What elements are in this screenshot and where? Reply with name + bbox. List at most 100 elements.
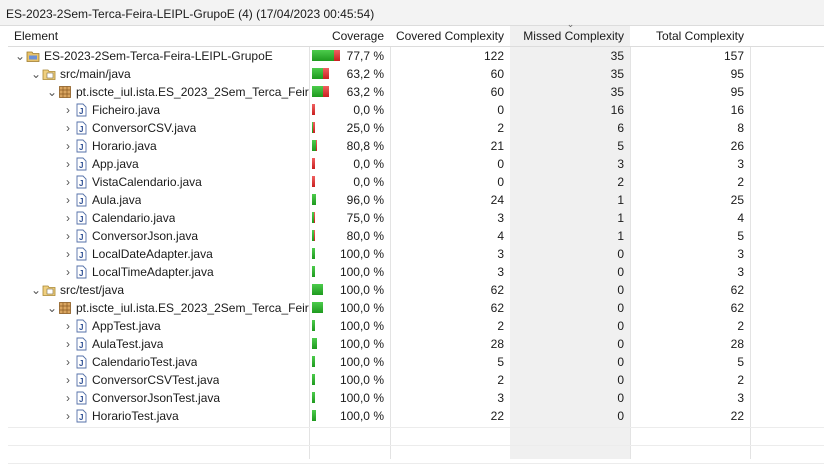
table-row[interactable]: › J HorarioTest.java 100,0 % 22 0 22 [8, 407, 824, 425]
table-row[interactable]: › J Ficheiro.java 0,0 % 0 16 16 [8, 101, 824, 119]
coverage-cell: 0,0 % [309, 101, 390, 119]
coverage-cell: 0,0 % [309, 173, 390, 191]
coverage-bar [312, 356, 340, 367]
chevron-right-icon[interactable]: › [66, 391, 70, 405]
element-cell: ⌄ ES-2023-2Sem-Terca-Feira-LEIPL-GrupoE [8, 47, 309, 65]
chevron-down-icon[interactable]: ⌄ [46, 301, 58, 315]
java-file-icon: J [74, 211, 88, 225]
table-row[interactable]: ⌄ ES-2023-2Sem-Terca-Feira-LEIPL-GrupoE 77… [8, 47, 824, 65]
element-name: ES-2023-2Sem-Terca-Feira-LEIPL-GrupoE [44, 49, 273, 63]
coverage-bar [312, 302, 340, 313]
table-row[interactable]: › J ConversorCSV.java 25,0 % 2 6 8 [8, 119, 824, 137]
table-row[interactable]: ⌄ pt.iscte_iul.ista.ES_2023_2Sem_Terca_Fe… [8, 299, 824, 317]
table-row[interactable]: › J ConversorJson.java 80,0 % 4 1 5 [8, 227, 824, 245]
chevron-right-icon[interactable]: › [66, 139, 70, 153]
chevron-down-icon[interactable]: ⌄ [30, 283, 42, 297]
coverage-bar-covered [312, 230, 314, 241]
element-name: pt.iscte_iul.ista.ES_2023_2Sem_Terca_Fei… [76, 85, 309, 99]
coverage-value: 63,2 % [346, 67, 384, 81]
total-complexity-cell: 25 [730, 193, 744, 207]
table-row[interactable]: ⌄ src/test/java 100,0 % 62 0 62 [8, 281, 824, 299]
header-element[interactable]: Element [14, 29, 59, 43]
header-missed-complexity[interactable]: ⌄ Missed Complexity [510, 20, 630, 46]
table-row[interactable]: › J LocalDateAdapter.java 100,0 % 3 0 3 [8, 245, 824, 263]
coverage-value: 0,0 % [353, 103, 384, 117]
coverage-bar-missed [316, 140, 317, 151]
table-row[interactable]: › J ConversorJsonTest.java 100,0 % 3 0 3 [8, 389, 824, 407]
element-cell: › J ConversorCSVTest.java [8, 371, 309, 389]
element-cell: › J Calendario.java [8, 209, 309, 227]
header-coverage[interactable]: Coverage [331, 29, 384, 43]
coverage-value: 100,0 % [339, 409, 384, 423]
header-total-complexity[interactable]: Total Complexity [655, 29, 744, 43]
table-row[interactable]: › J Calendario.java 75,0 % 3 1 4 [8, 209, 824, 227]
chevron-right-icon[interactable]: › [66, 175, 70, 189]
chevron-right-icon[interactable]: › [66, 211, 70, 225]
chevron-down-icon[interactable]: ⌄ [46, 85, 58, 99]
chevron-right-icon[interactable]: › [66, 121, 70, 135]
table-row[interactable]: › J AppTest.java 100,0 % 2 0 2 [8, 317, 824, 335]
chevron-down-icon[interactable]: ⌄ [14, 49, 26, 63]
element-name: VistaCalendario.java [92, 175, 202, 189]
total-complexity-cell: 3 [737, 157, 744, 171]
package-icon [58, 301, 72, 315]
table-row[interactable]: › J Horario.java 80,8 % 21 5 26 [8, 137, 824, 155]
table-row[interactable]: › J Aula.java 96,0 % 24 1 25 [8, 191, 824, 209]
table-row[interactable]: › J VistaCalendario.java 0,0 % 0 2 2 [8, 173, 824, 191]
coverage-bar [312, 50, 340, 61]
missed-complexity-cell: 2 [617, 175, 624, 189]
coverage-bar [312, 212, 340, 223]
missed-complexity-cell: 6 [617, 121, 624, 135]
total-complexity-cell: 95 [730, 85, 744, 99]
coverage-value: 75,0 % [346, 211, 384, 225]
element-cell: › J LocalTimeAdapter.java [8, 263, 309, 281]
java-file-icon: J [74, 103, 88, 117]
java-file-icon: J [74, 175, 88, 189]
table-row[interactable]: › J CalendarioTest.java 100,0 % 5 0 5 [8, 353, 824, 371]
java-file-icon: J [74, 139, 88, 153]
chevron-right-icon[interactable]: › [66, 247, 70, 261]
svg-text:J: J [79, 161, 83, 170]
covered-complexity-cell: 22 [490, 409, 504, 423]
element-cell: › J Horario.java [8, 137, 309, 155]
svg-text:J: J [79, 323, 83, 332]
chevron-right-icon[interactable]: › [66, 355, 70, 369]
header-covered-complexity[interactable]: Covered Complexity [395, 29, 504, 43]
chevron-right-icon[interactable]: › [66, 337, 70, 351]
svg-text:J: J [79, 233, 83, 242]
chevron-right-icon[interactable]: › [66, 229, 70, 243]
coverage-table[interactable]: Element Coverage Covered Complexity ⌄ Mi… [8, 20, 824, 464]
table-header: Element Coverage Covered Complexity ⌄ Mi… [8, 20, 824, 47]
chevron-right-icon[interactable]: › [66, 373, 70, 387]
table-row[interactable]: ⌄ src/main/java 63,2 % 60 35 95 [8, 65, 824, 83]
coverage-cell: 63,2 % [309, 65, 390, 83]
coverage-bar-missed [312, 176, 315, 187]
missed-complexity-cell: 0 [617, 373, 624, 387]
chevron-right-icon[interactable]: › [66, 409, 70, 423]
chevron-right-icon[interactable]: › [66, 103, 70, 117]
chevron-right-icon[interactable]: › [66, 193, 70, 207]
missed-column [510, 26, 631, 459]
chevron-right-icon[interactable]: › [66, 265, 70, 279]
project-icon [26, 49, 40, 63]
table-row[interactable]: › J App.java 0,0 % 0 3 3 [8, 155, 824, 173]
table-row[interactable]: › J AulaTest.java 100,0 % 28 0 28 [8, 335, 824, 353]
coverage-bar-covered [312, 122, 313, 133]
coverage-value: 80,0 % [346, 229, 384, 243]
chevron-right-icon[interactable]: › [66, 157, 70, 171]
table-row[interactable]: › J ConversorCSVTest.java 100,0 % 2 0 2 [8, 371, 824, 389]
table-row[interactable]: › J LocalTimeAdapter.java 100,0 % 3 0 3 [8, 263, 824, 281]
coverage-bar-missed [312, 158, 315, 169]
svg-text:J: J [79, 377, 83, 386]
chevron-right-icon[interactable]: › [66, 319, 70, 333]
element-cell: › J LocalDateAdapter.java [8, 245, 309, 263]
window-title: ES-2023-2Sem-Terca-Feira-LEIPL-GrupoE (4… [0, 0, 824, 26]
total-complexity-cell: 5 [737, 355, 744, 369]
table-row[interactable]: ⌄ pt.iscte_iul.ista.ES_2023_2Sem_Terca_Fe… [8, 83, 824, 101]
covered-complexity-cell: 3 [497, 247, 504, 261]
covered-complexity-cell: 24 [490, 193, 504, 207]
element-cell: › J HorarioTest.java [8, 407, 309, 425]
covered-complexity-cell: 28 [490, 337, 504, 351]
coverage-bar-missed [313, 122, 315, 133]
chevron-down-icon[interactable]: ⌄ [30, 67, 42, 81]
